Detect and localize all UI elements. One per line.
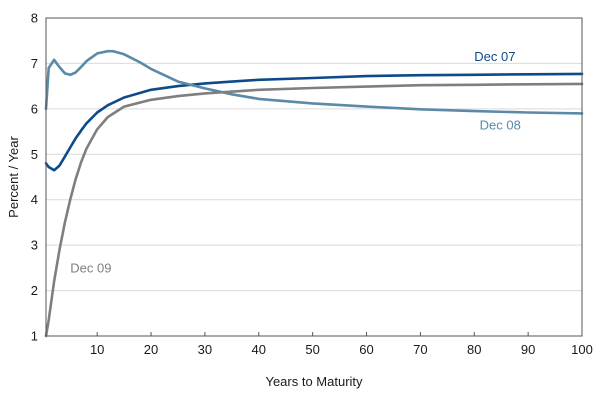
y-tick-label: 5 <box>31 147 38 162</box>
series-lines <box>44 49 584 338</box>
x-tick-label: 70 <box>413 342 427 357</box>
x-tick-label: 100 <box>571 342 593 357</box>
series-labels: Dec 07 Dec 08 Dec 09 <box>70 49 521 275</box>
y-tick-label: 4 <box>31 192 38 207</box>
x-tick-label: 90 <box>521 342 535 357</box>
series-line-dec-07 <box>44 72 584 172</box>
y-tick-label: 7 <box>31 56 38 71</box>
y-tick-label: 6 <box>31 101 38 116</box>
series-label-dec-09: Dec 09 <box>70 260 111 275</box>
x-tick-label: 30 <box>198 342 212 357</box>
y-tick-label: 8 <box>31 11 38 26</box>
series-line-dec-08 <box>44 49 584 115</box>
series-line-dec-09 <box>44 82 584 338</box>
y-tick-label: 2 <box>31 283 38 298</box>
y-axis-ticks: 1 2 3 4 5 6 7 8 <box>31 11 38 344</box>
series-label-dec-08: Dec 08 <box>480 117 521 132</box>
x-tick-label: 60 <box>359 342 373 357</box>
x-axis-ticks: 10 20 30 40 50 60 70 80 90 100 <box>90 332 593 357</box>
x-tick-label: 80 <box>467 342 481 357</box>
y-axis-title: Percent / Year <box>6 135 21 217</box>
gridlines <box>46 62 582 292</box>
y-tick-label: 1 <box>31 329 38 344</box>
series-label-dec-07: Dec 07 <box>474 49 515 64</box>
x-tick-label: 10 <box>90 342 104 357</box>
x-tick-label: 20 <box>144 342 158 357</box>
x-tick-label: 50 <box>305 342 319 357</box>
y-tick-label: 3 <box>31 238 38 253</box>
x-axis-title: Years to Maturity <box>265 374 363 389</box>
plot-area-frame <box>45 17 583 337</box>
x-tick-label: 40 <box>252 342 266 357</box>
